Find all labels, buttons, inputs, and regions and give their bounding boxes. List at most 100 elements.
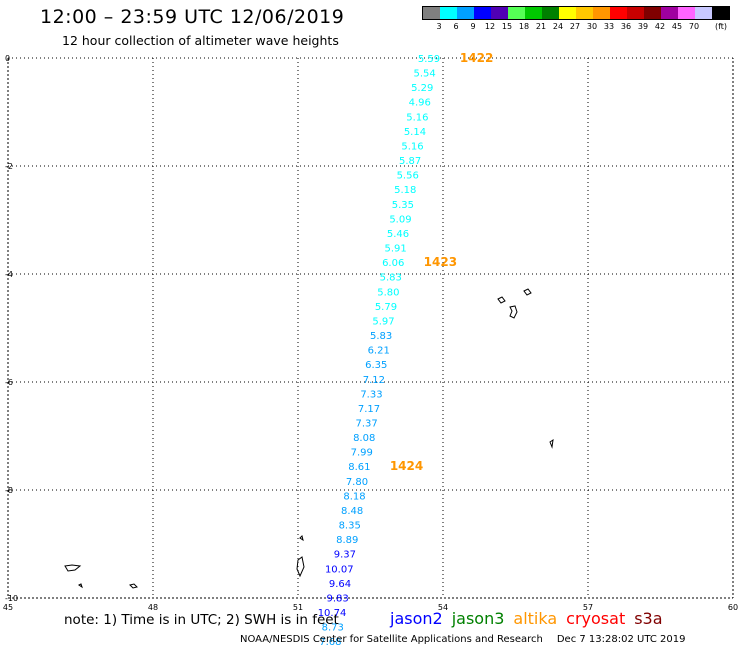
- swh-value-label: 5.56: [397, 171, 419, 182]
- swh-value-label: 7.99: [351, 448, 373, 459]
- color-scale-box: [423, 7, 440, 19]
- color-scale-box: [695, 7, 712, 19]
- swh-value-label: 5.83: [370, 331, 392, 342]
- map-frame: [7, 57, 734, 599]
- color-scale-label: 21: [535, 22, 547, 31]
- island-shape: [549, 438, 554, 449]
- swh-value-label: 8.35: [339, 521, 361, 532]
- swh-value-label: 5.18: [394, 185, 416, 196]
- swh-value-label: 5.59: [418, 54, 440, 65]
- swh-value-label: 6.21: [368, 346, 390, 357]
- satellite-legend-item: jason3: [451, 609, 505, 628]
- swh-value-label: 5.80: [377, 287, 399, 298]
- color-scale-legend: 3 6 9 12 15 18 21 24 27 30 33 36 39 42 45 70 (ft): [422, 6, 730, 32]
- color-scale-box: [610, 7, 627, 19]
- island-shape: [64, 564, 82, 572]
- color-scale-box: [559, 7, 576, 19]
- swh-value-label: 7.37: [355, 419, 377, 430]
- page-subtitle: 12 hour collection of altimeter wave hei…: [62, 33, 339, 48]
- island-shape: [78, 583, 83, 589]
- color-scale-box: [457, 7, 474, 19]
- color-scale-box: [525, 7, 542, 19]
- color-scale-box: [576, 7, 593, 19]
- satellite-legend-item: altika: [513, 609, 558, 628]
- color-scale-label: 33: [603, 22, 615, 31]
- credit-text: NOAA/NESDIS Center for Satellite Applica…: [240, 634, 543, 645]
- swh-value-label: 4.96: [409, 98, 431, 109]
- swh-value-label: 7.17: [358, 404, 380, 415]
- color-scale-box: [593, 7, 610, 19]
- swh-value-label: 5.87: [399, 156, 421, 167]
- color-scale-label: 3: [436, 22, 442, 31]
- swh-value-label: 10.74: [318, 608, 347, 619]
- lat-tick-label: 0: [5, 54, 10, 63]
- footer-note: note: 1) Time is in UTC; 2) SWH is in fe…: [64, 612, 339, 628]
- lat-tick-label: -8: [5, 486, 13, 495]
- pass-number-label: 1423: [424, 255, 457, 269]
- lon-tick-label: 48: [148, 603, 158, 612]
- island-shape: [497, 296, 506, 304]
- swh-value-label: 5.09: [389, 214, 411, 225]
- swh-value-label: 5.16: [406, 112, 428, 123]
- color-scale-box: [712, 7, 729, 19]
- lon-tick-label: 60: [728, 603, 738, 612]
- lat-tick-label: -6: [5, 378, 13, 387]
- swh-value-label: 5.35: [392, 200, 414, 211]
- swh-value-label: 7.12: [363, 375, 385, 386]
- lat-tick-label: -2: [5, 162, 13, 171]
- credit-timestamp: Dec 7 13:28:02 UTC 2019: [556, 634, 686, 645]
- swh-value-label: 8.73: [322, 623, 344, 634]
- footer-credit: NOAA/NESDIS Center for Satellite Applica…: [240, 634, 685, 645]
- color-scale-box: [661, 7, 678, 19]
- color-scale-label: 9: [470, 22, 476, 31]
- lon-tick-label: 45: [3, 603, 13, 612]
- swh-value-label: 5.83: [380, 273, 402, 284]
- pass-labels: 1422 1423 1424: [390, 51, 493, 473]
- color-scale-label: 15: [501, 22, 513, 31]
- land-islands: [64, 288, 554, 589]
- color-scale-box: [678, 7, 695, 19]
- satellite-legend-item: jason2: [390, 609, 443, 628]
- satellite-legend-item: cryosat: [566, 609, 626, 628]
- pass-number-label: 1422: [460, 51, 493, 65]
- lon-tick-label: 54: [438, 603, 448, 612]
- swh-value-label: 5.54: [413, 69, 435, 80]
- map-grid: 45 48 51 54 57 60 0 -2 -4 -6 -8 -10: [3, 54, 738, 612]
- lon-tick-label: 57: [583, 603, 593, 612]
- color-scale-label: 12: [484, 22, 496, 31]
- color-scale-box: [508, 7, 525, 19]
- swh-value-label: 5.79: [375, 302, 397, 313]
- satellite-legend-item: s3a: [634, 609, 663, 628]
- swh-value-label: 9.83: [326, 593, 348, 604]
- swh-value-label: 7.80: [346, 477, 368, 488]
- color-scale-box: [440, 7, 457, 19]
- island-shape: [296, 556, 305, 578]
- swh-track: 5.59 5.54 5.29 4.96 5.16 5.14 5.16 5.87 5.56 5.18…: [318, 54, 440, 648]
- pass-number-label: 1424: [390, 459, 423, 473]
- swh-value-label: 5.46: [387, 229, 409, 240]
- color-scale-label: 6: [453, 22, 459, 31]
- swh-value-label: 6.35: [365, 360, 387, 371]
- swh-value-label: 8.89: [336, 535, 358, 546]
- color-scale-labels: 3 6 9 12 15 18 21 24 27 30 33 36 39 42 45 70 (ft): [422, 20, 730, 32]
- color-scale-label: 36: [620, 22, 632, 31]
- swh-value-label: 8.48: [341, 506, 363, 517]
- swh-value-label: 5.16: [401, 141, 423, 152]
- swh-value-label: 8.18: [343, 491, 365, 502]
- color-scale-label: 27: [569, 22, 581, 31]
- color-scale-box: [491, 7, 508, 19]
- color-scale-label: 39: [637, 22, 649, 31]
- island-shape: [509, 305, 518, 319]
- swh-value-label: 7.33: [360, 389, 382, 400]
- lat-tick-label: -4: [5, 270, 13, 279]
- island-shape: [299, 535, 304, 542]
- color-scale-box: [627, 7, 644, 19]
- color-scale-label: 18: [518, 22, 530, 31]
- color-scale-label: 42: [654, 22, 666, 31]
- lat-tick-label: -10: [5, 594, 18, 603]
- swh-value-label: 10.07: [325, 564, 354, 575]
- lon-tick-label: 51: [293, 603, 303, 612]
- color-scale-box: [474, 7, 491, 19]
- swh-value-label: 6.06: [382, 258, 404, 269]
